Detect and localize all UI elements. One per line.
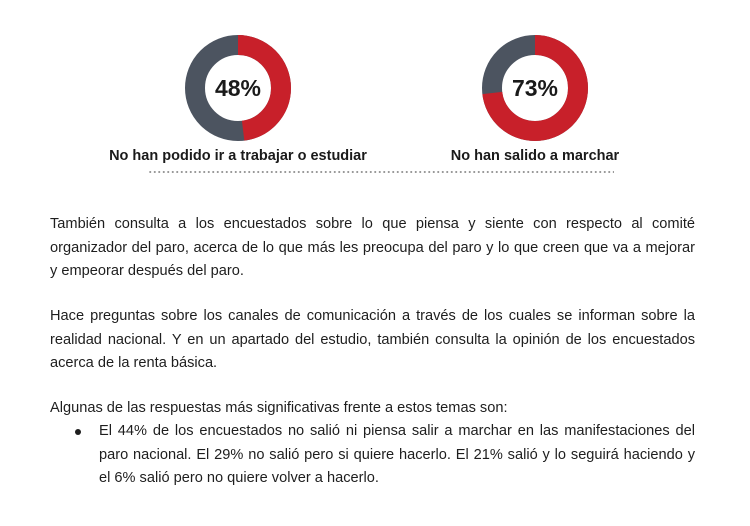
paragraph-canales: Hace preguntas sobre los canales de comu… (50, 308, 695, 371)
donut-caption: No han salido a marchar (450, 148, 620, 164)
donut-percent-label: 73% (512, 75, 558, 101)
donut-svg: 73% (482, 35, 588, 141)
paragraph-respuestas-intro: Algunas de las respuestas más significat… (50, 400, 508, 416)
paragraph-comite: También consulta a los encuestados sobre… (50, 216, 695, 279)
bullet-icon (75, 429, 81, 435)
donut-value-arc (482, 35, 588, 141)
donut-value-arc (185, 35, 291, 141)
donut-chart-work-study: 48% No han podido ir a trabajar o estudi… (93, 32, 383, 164)
dotted-divider (148, 170, 614, 174)
donut-chart-marchar: 73% No han salido a marchar (430, 32, 640, 164)
donut-percent-label: 48% (215, 75, 261, 101)
bullet-text: El 44% de los encuestados no salió ni pi… (99, 423, 695, 486)
donut-caption: No han podido ir a trabajar o estudiar (109, 148, 367, 164)
donut-svg: 48% (185, 35, 291, 141)
